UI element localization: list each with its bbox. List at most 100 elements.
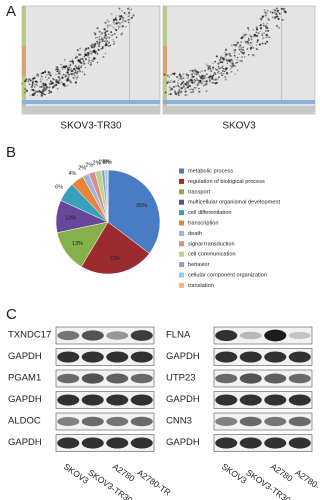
gel-spot [127,21,130,24]
gel-spot [209,75,212,78]
gel-spot [208,78,211,80]
gel-spot [40,75,43,78]
gel-spot [117,21,120,24]
gel-spot [210,69,213,72]
gel-spot [221,66,223,68]
blot-band [106,394,129,406]
gel-spot [275,13,278,16]
gel-spot [36,81,39,83]
gel-spot [94,33,97,36]
gel-spot [55,84,57,87]
gel-spot [265,36,267,39]
gel-spot [87,52,90,55]
gel-spot [195,70,197,73]
gel-spot [48,82,51,85]
gel-spot [264,25,267,27]
gel-spot [274,16,277,19]
panel-letter: C [6,306,17,323]
gel-spot [258,43,261,46]
gel-spot [266,41,269,43]
gel-spot [45,85,48,89]
gel-spot [184,90,187,93]
gel-spot [33,85,36,88]
gel-spot [250,35,253,38]
gel-spot [219,61,221,64]
gel-spot [203,80,205,83]
legend-label: death [188,231,202,237]
gel-spot [176,76,179,79]
gel-spot [73,67,76,71]
gel-spot [264,14,267,17]
gel-spot [240,55,244,59]
gel-spot [68,66,71,69]
gel-spot [266,9,269,12]
gel-spot [215,73,217,75]
gel-spot [276,15,279,18]
gel-spot [184,91,187,93]
gel-spot [180,87,183,90]
blot-band [215,373,238,384]
gel-spot [234,65,236,67]
blot-band [264,373,287,384]
gel-spot [36,94,39,96]
gel-spot [187,81,189,84]
gel-spot [64,74,67,78]
gel-spot [246,41,249,44]
gel-spot [233,54,236,57]
row-label: GAPDH [166,351,200,362]
gel-spot [92,50,95,53]
gel-spot [112,40,115,43]
gel-spot [169,88,172,92]
gel-spot [106,24,109,27]
gel-spot [283,7,286,10]
blot-band [106,416,129,427]
gel-spot [208,80,211,82]
gel-spot [125,13,127,16]
gel-spot [117,25,120,28]
gel-spot [98,45,100,48]
gel-spot [76,79,78,81]
blot-band [130,394,153,406]
gel-spot [84,52,87,55]
gel-spot [104,31,107,34]
blot-band [57,437,80,449]
row-label: GAPDH [8,437,42,448]
gel-spot [278,12,281,15]
legend-label: cell communication [188,252,236,258]
gel-spot [104,44,107,47]
gel-spot [33,83,36,86]
blot-band [215,351,238,363]
gel-spot [265,30,267,32]
gel-spot [195,77,198,80]
gel-spot [87,47,90,50]
blot-band [239,373,262,384]
blot-band [130,416,153,427]
gel-spot [120,33,123,36]
gel-spot [201,74,204,77]
gel-spot [61,76,64,79]
blot-band [81,330,104,341]
gel-spot [112,34,114,36]
gel-spot [40,94,43,97]
blot-band [215,417,238,426]
gel-spot [240,41,242,43]
gel-spot [241,36,244,39]
gel-spot [37,73,39,75]
gel-spot [209,81,212,84]
gel-spot [61,81,63,83]
gel-spot [226,62,229,64]
gel-spot [213,79,215,81]
gel-band [22,100,160,104]
gel-spot [106,30,109,33]
gel-spot [222,58,225,61]
gel-spot [71,60,74,63]
gel-spot [115,22,118,25]
gel-spot [110,34,112,37]
gel-label: SKOV3-TR30 [60,121,122,132]
gel-spot [34,91,37,94]
gel-spot [182,85,185,88]
gel-spot [101,31,104,35]
gel-spot [268,18,270,21]
gel-spot [207,76,210,79]
gel-spot [127,11,130,14]
